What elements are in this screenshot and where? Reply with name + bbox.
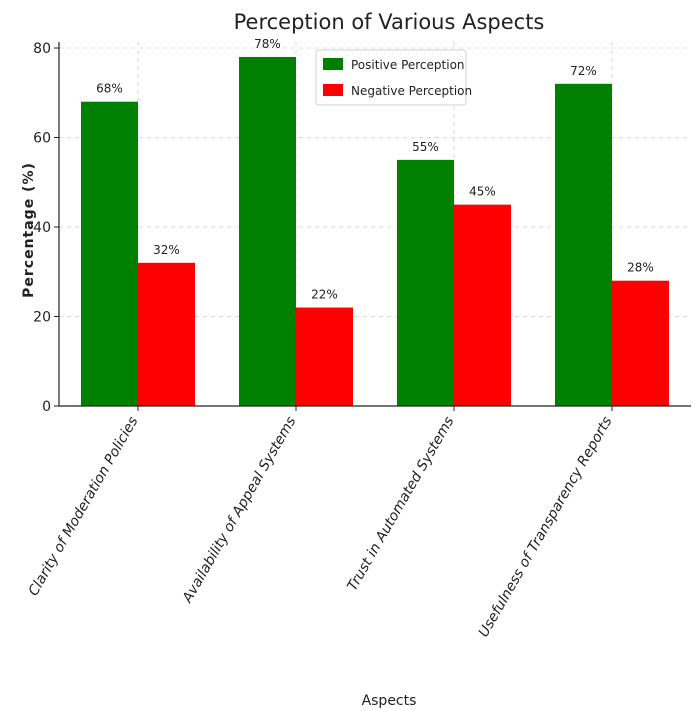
bar-value-label: 68% (96, 82, 123, 96)
bar-positive (81, 101, 138, 406)
bar-positive (397, 159, 454, 406)
y-axis-label: Percentage (%) (21, 162, 37, 298)
data-labels: 68% 78% 55% 72% 32% 22% 45% 28% (96, 37, 654, 302)
y-tick-label: 60 (33, 131, 51, 147)
legend: Positive Perception Negative Perception (315, 49, 472, 106)
axes (58, 42, 691, 407)
legend-label-negative: Negative Perception (351, 84, 472, 98)
y-tick-label: 40 (33, 220, 51, 236)
y-tick-label: 20 (33, 310, 51, 326)
x-axis-label: Aspects (362, 693, 417, 709)
x-tick-label: Usefulness of Transparency Reports (476, 414, 616, 640)
bar-negative (454, 204, 511, 406)
y-tick-label: 0 (42, 399, 51, 415)
y-tick-labels: 0 20 40 60 80 (33, 41, 59, 415)
bar-negative (138, 262, 195, 406)
bar-positive (555, 83, 612, 407)
bar-negative (612, 280, 669, 406)
legend-swatch-positive (323, 58, 343, 70)
bar-positive (239, 56, 296, 406)
bar-value-label: 28% (627, 261, 654, 275)
bar-value-label: 22% (311, 288, 338, 302)
bar-value-label: 32% (153, 243, 180, 257)
legend-swatch-negative (323, 84, 343, 96)
x-tick-label: Trust in Automated Systems (345, 414, 458, 594)
x-tick-label: Availability of Appeal Systems (179, 414, 299, 606)
legend-box (315, 49, 467, 106)
x-tick-label: Clarity of Moderation Policies (26, 414, 142, 599)
bar-value-label: 72% (570, 64, 597, 78)
bar-value-label: 78% (254, 37, 281, 51)
bar-value-label: 45% (469, 185, 496, 199)
bars (81, 56, 669, 407)
chart-title: Perception of Various Aspects (234, 10, 545, 34)
legend-label-positive: Positive Perception (351, 58, 465, 72)
bar-value-label: 55% (412, 140, 439, 154)
y-tick-label: 80 (33, 41, 51, 57)
x-tick-labels: Clarity of Moderation Policies Availabili… (26, 406, 616, 640)
bar-negative (296, 307, 353, 406)
